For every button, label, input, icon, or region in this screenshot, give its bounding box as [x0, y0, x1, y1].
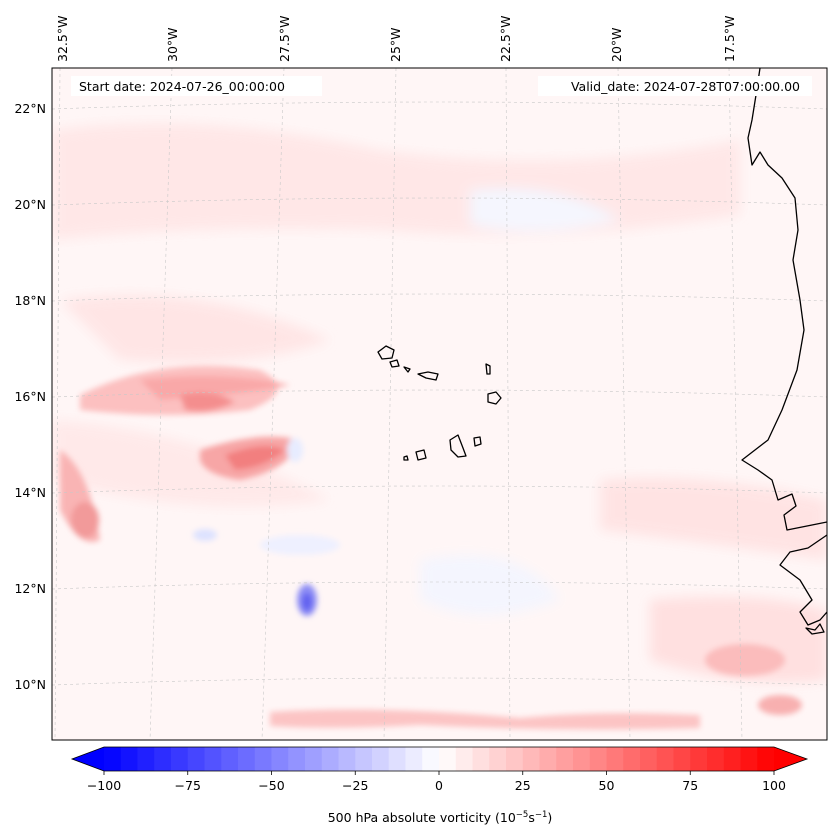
colorbar-tick-label: 100: [762, 778, 786, 793]
colorbar-swatch: [338, 747, 356, 771]
colorbar-swatch: [723, 747, 741, 771]
colorbar-extend-low: [72, 747, 104, 771]
colorbar-swatch: [321, 747, 339, 771]
latitude-label: 16°N: [14, 389, 46, 404]
latitude-label: 10°N: [14, 677, 46, 692]
colorbar-swatch: [455, 747, 473, 771]
colorbar-swatch: [137, 747, 155, 771]
colorbar-swatch: [171, 747, 189, 771]
latitude-label: 12°N: [14, 581, 46, 596]
africa-coastline: [741, 68, 827, 531]
colorbar-label: 500 hPa absolute vorticity (10−5s−1): [328, 810, 553, 825]
cape-verde-islands: [377, 345, 502, 461]
start-date-box: [71, 76, 322, 96]
colorbar-swatch: [673, 747, 691, 771]
colorbar-swatch: [221, 747, 239, 771]
bijagos-islands: [805, 623, 825, 635]
colorbar-swatch: [104, 747, 122, 771]
colorbar-swatch: [539, 747, 557, 771]
longitude-label: 32.5°W: [55, 16, 70, 62]
guinea-coast: [779, 534, 827, 626]
sao-vicente-island: [389, 359, 400, 368]
colorbar-tick-label: 50: [599, 778, 615, 793]
colorbar-swatch: [154, 747, 172, 771]
latitude-label: 20°N: [14, 197, 46, 212]
colorbar-swatch: [388, 747, 406, 771]
colorbar-extend-high: [774, 747, 807, 771]
colorbar-swatch: [623, 747, 641, 771]
longitude-label: 20°W: [609, 27, 624, 62]
boa-vista-island: [487, 391, 502, 405]
longitude-label: 27.5°W: [277, 16, 292, 62]
colorbar-swatch: [589, 747, 607, 771]
longitude-label: 17.5°W: [722, 16, 737, 62]
santo-antao-island: [377, 345, 395, 360]
colorbar: [70, 746, 809, 772]
graticule: [52, 68, 827, 740]
fogo-island: [415, 449, 427, 461]
colorbar-swatch: [271, 747, 289, 771]
colorbar-swatch: [204, 747, 222, 771]
map-frame: [51, 67, 828, 741]
colorbar-swatch: [573, 747, 591, 771]
colorbar-swatch: [489, 747, 507, 771]
colorbar-swatch: [405, 747, 423, 771]
sao-nicolau-island: [417, 371, 439, 381]
latitude-labels: 22°N 20°N 18°N 16°N 14°N 12°N 10°N: [14, 101, 46, 692]
colorbar-tick-label: −25: [342, 778, 368, 793]
longitude-label: 30°W: [165, 27, 180, 62]
coastlines: [741, 68, 827, 635]
colorbar-swatch: [305, 747, 323, 771]
latitude-label: 22°N: [14, 101, 46, 116]
colorbar-ticks: −100 −75 −50 −25 0 25 50 75 100: [87, 771, 786, 793]
colorbar-swatch: [472, 747, 490, 771]
santa-luzia-island: [403, 366, 411, 373]
colorbar-swatch: [238, 747, 256, 771]
colorbar-swatch: [187, 747, 205, 771]
longitude-labels: 32.5°W 30°W 27.5°W 25°W 22.5°W 20°W 17.5°W: [55, 16, 737, 62]
start-date-text: Start date: 2024-07-26_00:00:00: [79, 79, 285, 94]
colorbar-swatch: [556, 747, 574, 771]
colorbar-swatch: [522, 747, 540, 771]
colorbar-swatch: [740, 747, 758, 771]
longitude-label: 22.5°W: [498, 16, 513, 62]
vorticity-field: [52, 123, 827, 730]
valid-date-text: Valid_date: 2024-07-28T07:00:00.00: [571, 79, 800, 94]
colorbar-swatch: [606, 747, 624, 771]
colorbar-swatch: [690, 747, 708, 771]
colorbar-swatch: [372, 747, 390, 771]
colorbar-swatch: [254, 747, 272, 771]
map-panel: [52, 68, 827, 740]
colorbar-swatch: [707, 747, 725, 771]
colorbar-swatch: [422, 747, 440, 771]
colorbar-swatch: [506, 747, 524, 771]
colorbar-tick-label: −100: [87, 778, 121, 793]
latitude-label: 18°N: [14, 293, 46, 308]
colorbar-tick-label: 0: [435, 778, 443, 793]
colorbar-tick-label: −75: [175, 778, 201, 793]
latitude-label: 14°N: [14, 485, 46, 500]
colorbar-swatch: [656, 747, 674, 771]
longitude-label: 25°W: [388, 27, 403, 62]
colorbar-tick-label: 25: [515, 778, 531, 793]
sal-island: [485, 363, 491, 375]
colorbar-swatch: [120, 747, 138, 771]
colorbar-swatch: [439, 747, 457, 771]
colorbar-tick-label: 75: [682, 778, 698, 793]
colorbar-swatch: [355, 747, 373, 771]
colorbar-tick-label: −50: [258, 778, 284, 793]
santiago-island: [449, 434, 467, 458]
brava-island: [403, 455, 409, 461]
colorbar-swatch: [640, 747, 658, 771]
colorbar-swatch: [288, 747, 306, 771]
colorbar-swatch: [757, 747, 775, 771]
maio-island: [473, 436, 482, 447]
valid-date-box: [538, 76, 812, 96]
